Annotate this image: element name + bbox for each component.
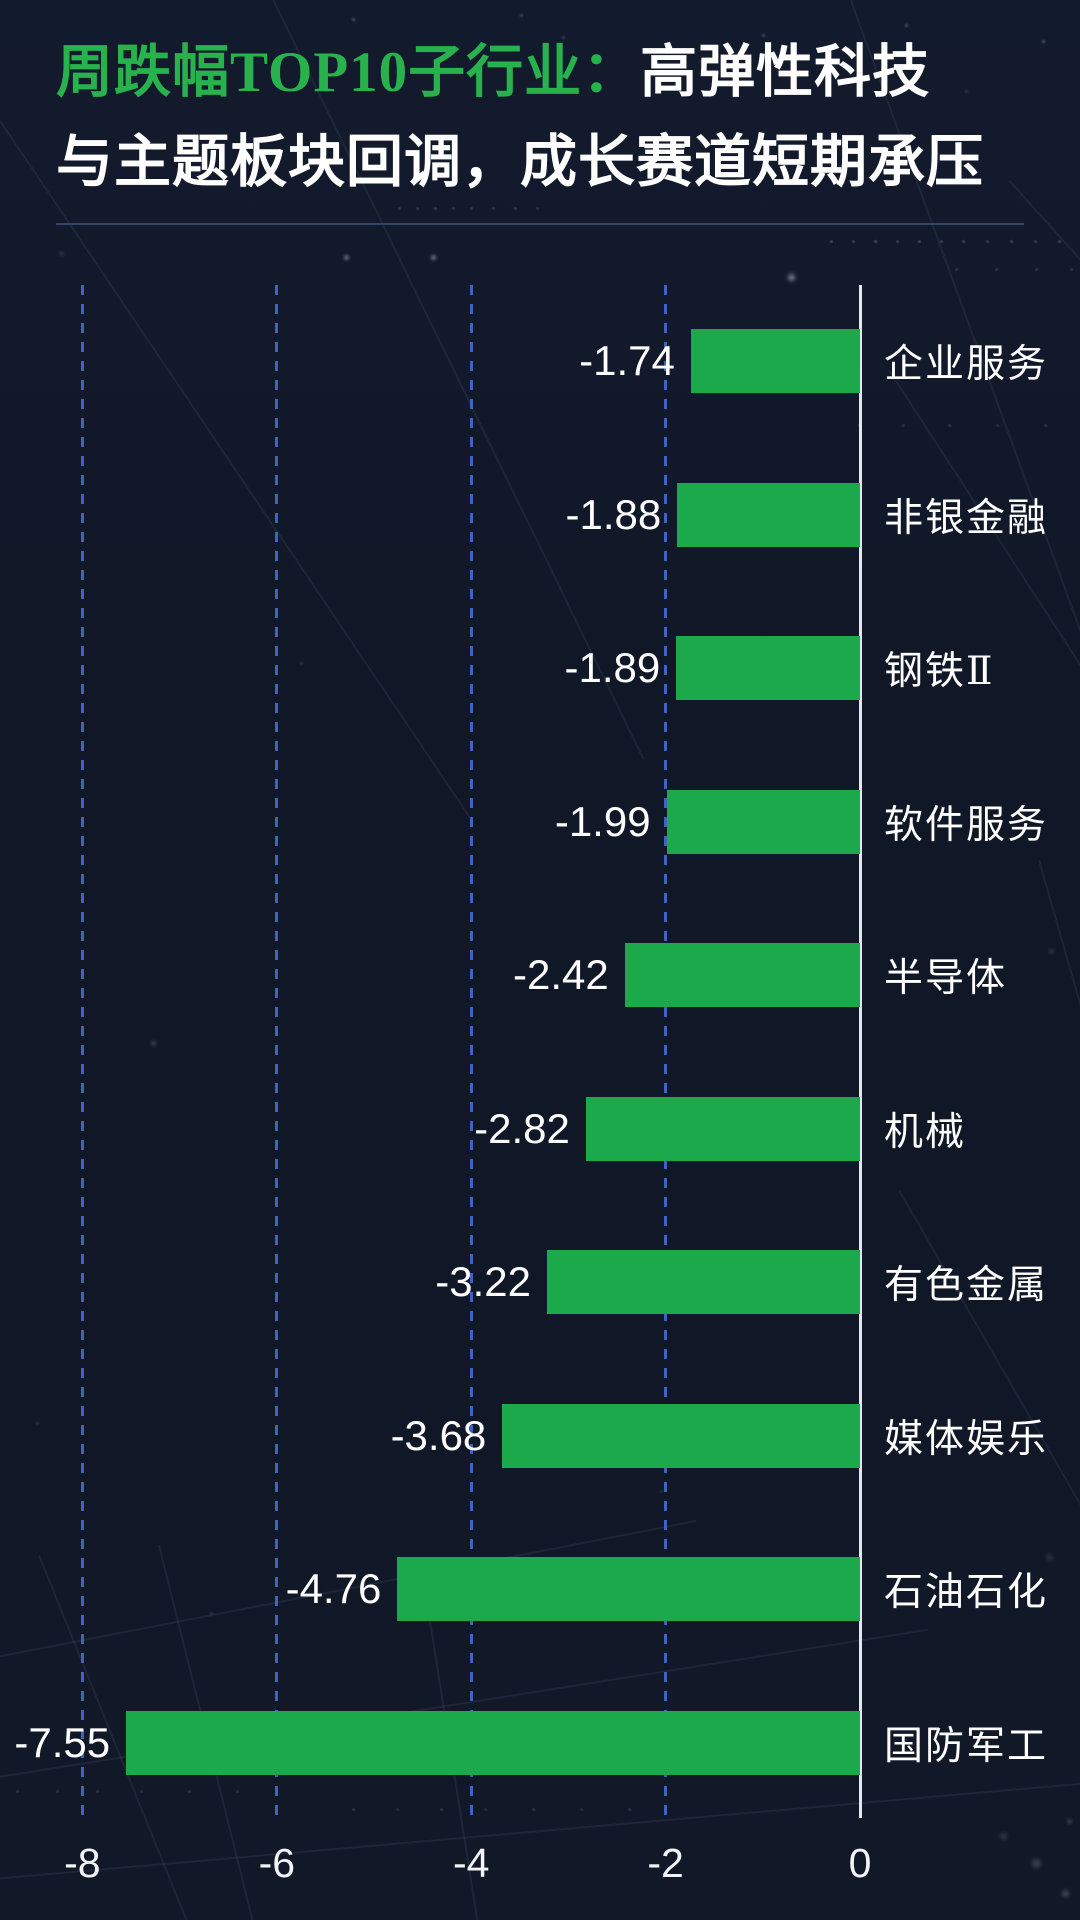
gridline <box>275 285 279 1818</box>
bar-value-label: -7.55 <box>14 1719 111 1767</box>
bar-category-label: 机械 <box>884 1110 967 1154</box>
x-tick-label: -6 <box>258 1840 296 1886</box>
bar-category-label: 石油石化 <box>884 1571 1049 1615</box>
bar-value-label: -3.22 <box>435 1258 532 1306</box>
bar-category-label: 半导体 <box>884 957 1008 1001</box>
bar <box>502 1403 860 1468</box>
bar-value-label: -3.68 <box>390 1411 487 1459</box>
bar <box>585 1096 860 1161</box>
bar <box>624 943 860 1008</box>
x-tick-label: -4 <box>452 1840 490 1886</box>
bar-value-label: -2.42 <box>513 951 609 999</box>
bar-category-label: 钢铁Ⅱ <box>884 650 995 694</box>
bar-value-label: -4.76 <box>285 1565 382 1613</box>
bar-value-label: -1.74 <box>579 337 675 384</box>
gridline <box>80 285 84 1818</box>
bar-category-label: 有色金属 <box>884 1264 1049 1308</box>
bar-category-label: 国防军工 <box>884 1725 1049 1769</box>
bar <box>677 482 860 547</box>
bar-value-label: -2.82 <box>474 1104 570 1152</box>
chart-title-highlight: 周跌幅TOP10子行业： <box>56 41 641 104</box>
bar-value-label: -1.99 <box>554 797 651 845</box>
bar-category-label: 非银金融 <box>884 496 1049 540</box>
bar <box>126 1711 860 1776</box>
bar-value-label: -1.89 <box>564 644 661 692</box>
bar <box>547 1250 860 1315</box>
bar-category-label: 媒体娱乐 <box>884 1417 1049 1461</box>
bar-value-label: -1.88 <box>565 490 662 538</box>
chart-title: 周跌幅TOP10子行业：高弹性科技 与主题板块回调，成长赛道短期承压 <box>56 28 1046 208</box>
x-axis-zero-line <box>858 285 862 1818</box>
bar-category-label: 软件服务 <box>884 803 1049 847</box>
x-tick-label: 0 <box>848 1840 872 1886</box>
bar <box>676 636 860 701</box>
gridline <box>664 285 668 1818</box>
x-tick-label: -8 <box>64 1840 101 1886</box>
bar-category-label: 企业服务 <box>884 343 1049 386</box>
bar <box>397 1557 860 1622</box>
bar <box>666 789 860 854</box>
chart-title-rest: 高弹性科技 <box>640 41 931 104</box>
chart-title-line2: 与主题板块回调，成长赛道短期承压 <box>56 131 984 194</box>
gridline <box>469 285 473 1818</box>
bar <box>690 329 860 393</box>
x-tick-label: -2 <box>647 1840 684 1886</box>
title-divider <box>56 223 1024 225</box>
